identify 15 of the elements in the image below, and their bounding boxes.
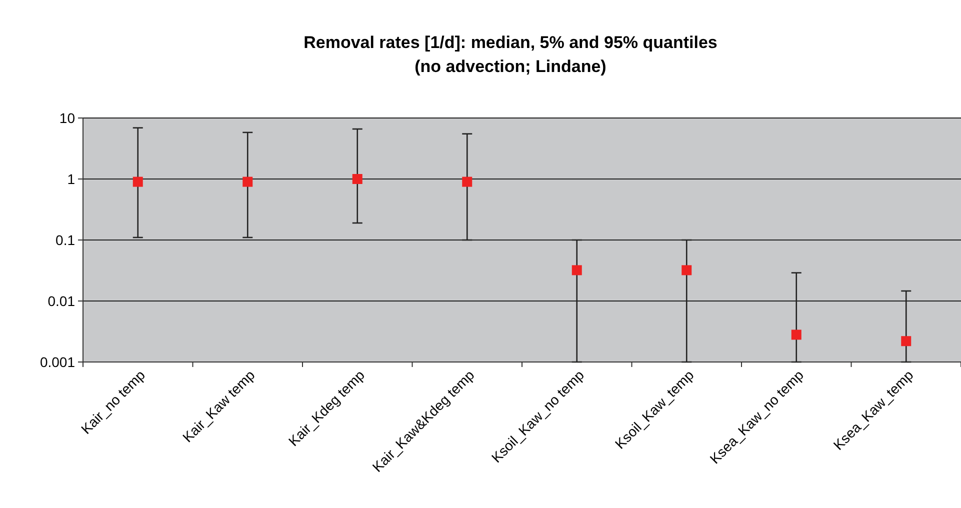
y-tick-label: 0.1 <box>56 232 76 248</box>
y-tick-label: 0.01 <box>48 292 76 309</box>
point <box>791 330 802 340</box>
y-tick-label: 1 <box>67 170 76 187</box>
point <box>242 176 253 187</box>
point <box>572 265 582 276</box>
point <box>682 265 692 276</box>
chart-title: Removal rates [1/d]: median, 5% and 95% quantiles <box>304 33 718 52</box>
point <box>462 176 472 187</box>
point <box>352 174 362 184</box>
point <box>901 336 912 346</box>
y-tick-label: 10 <box>59 110 76 126</box>
chart-subtitle: (no advection; Lindane) <box>414 57 606 76</box>
point <box>132 176 143 187</box>
y-tick-label: 0.001 <box>40 354 76 370</box>
